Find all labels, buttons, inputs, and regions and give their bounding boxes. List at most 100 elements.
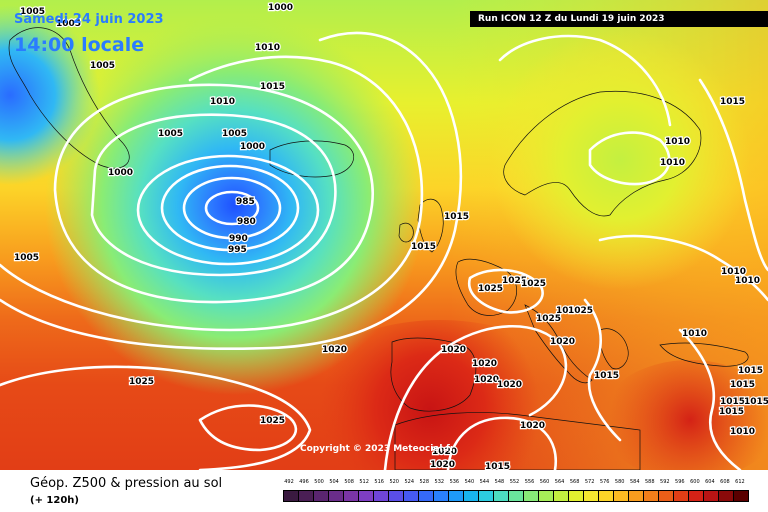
isobar-label: 1015 bbox=[719, 407, 744, 417]
color-scale-label: 572 bbox=[584, 479, 595, 485]
color-scale-label: 608 bbox=[720, 479, 730, 485]
ireland-coast bbox=[398, 222, 414, 243]
color-scale-label: 540 bbox=[464, 479, 475, 485]
color-scale-swatch bbox=[389, 491, 404, 501]
isobar-980 bbox=[204, 190, 260, 226]
color-scale-swatch bbox=[614, 491, 629, 501]
color-scale-swatch bbox=[359, 491, 374, 501]
color-scale-swatch bbox=[674, 491, 689, 501]
isobar-1015-north bbox=[498, 34, 672, 127]
isobar-label: 990 bbox=[229, 234, 248, 244]
isobar-1020-iberia bbox=[383, 324, 568, 470]
color-scale-swatch bbox=[284, 491, 299, 501]
isobar-label: 1005 bbox=[20, 7, 45, 17]
color-scale-swatch bbox=[539, 491, 554, 501]
isobar-label: 1015 bbox=[260, 82, 285, 92]
coastlines bbox=[8, 27, 749, 470]
color-scale-label: 524 bbox=[404, 479, 415, 485]
isobar-label: 1010 bbox=[210, 97, 235, 107]
isobar-1000 bbox=[90, 113, 337, 277]
isobar-1010 bbox=[0, 55, 424, 332]
isobar-label: 1020 bbox=[472, 359, 497, 369]
isobar-label: 985 bbox=[236, 197, 255, 207]
isobar-label: 1005 bbox=[158, 129, 183, 139]
isobar-1005 bbox=[53, 83, 375, 304]
z500-low-northwest bbox=[0, 5, 130, 185]
isobar-label: 1020 bbox=[550, 337, 575, 347]
color-scale-swatch bbox=[569, 491, 584, 501]
color-scale-swatch bbox=[344, 491, 359, 501]
color-scale-label: 596 bbox=[675, 479, 685, 485]
isobar-label: 1020 bbox=[430, 460, 455, 470]
isobar-label: 1005 bbox=[14, 253, 39, 263]
isobar-label: 1025 bbox=[478, 284, 503, 294]
color-scale-swatch bbox=[554, 491, 569, 501]
italy-coast bbox=[524, 304, 593, 384]
legend-footer: Géop. Z500 & pression au sol (+ 120h) 49… bbox=[0, 470, 768, 512]
color-scale-swatch bbox=[644, 491, 659, 501]
color-scale-swatch bbox=[374, 491, 389, 501]
greenland-coast bbox=[8, 27, 130, 169]
color-scale-labels: 492 496 500 504 508 512 516 520 524 528 532 536 540 5… bbox=[283, 479, 749, 489]
isobar-label: 1020 bbox=[474, 375, 499, 385]
color-scale-swatch bbox=[494, 491, 509, 501]
isobar-1025-france bbox=[467, 268, 544, 314]
iceland-coast bbox=[269, 140, 355, 178]
isobar-label: 1015 bbox=[738, 366, 763, 376]
isobar-label: 1015 bbox=[485, 462, 510, 470]
color-scale-label: 576 bbox=[599, 479, 610, 485]
isobar-990 bbox=[160, 164, 300, 252]
color-scale-label: 536 bbox=[449, 479, 460, 485]
color-scale-label: 592 bbox=[660, 479, 670, 485]
color-scale-label: 504 bbox=[329, 479, 339, 485]
isobar-label: 1025 bbox=[129, 377, 154, 387]
isobar-995 bbox=[136, 154, 320, 266]
isobar-1025-south bbox=[198, 404, 298, 452]
copyright-notice: Copyright © 2023 Meteociel.fr bbox=[300, 444, 455, 454]
z500-high-east-med bbox=[600, 360, 768, 470]
great-britain-coast bbox=[417, 198, 444, 253]
color-scale-label: 544 bbox=[479, 479, 490, 485]
color-scale-swatch bbox=[659, 491, 674, 501]
isobar-label: 1015 bbox=[444, 212, 469, 222]
model-run-banner: Run ICON 12 Z du Lundi 19 juin 2023 bbox=[470, 11, 768, 27]
color-scale-label: 492 bbox=[284, 479, 294, 485]
map-canvas: 1005 1005 1000 1010 1005 1015 1010 1005 1005 1000… bbox=[0, 0, 768, 470]
lead-time: (+ 120h) bbox=[30, 495, 79, 506]
z500-high-iberia bbox=[290, 320, 590, 470]
isobar-label: 1025 bbox=[568, 306, 593, 316]
isobar-label: 1005 bbox=[222, 129, 247, 139]
forecast-local-time: 14:00 locale bbox=[14, 34, 145, 56]
color-scale-label: 532 bbox=[434, 479, 445, 485]
iberia-coast bbox=[390, 337, 477, 412]
color-scale-label: 604 bbox=[705, 479, 715, 485]
isobar-label: 1025 bbox=[502, 276, 527, 286]
isobar-label: 1025 bbox=[260, 416, 285, 426]
isobar-label: 1010 bbox=[721, 267, 746, 277]
color-scale-swatch bbox=[299, 491, 314, 501]
color-scale-label: 548 bbox=[494, 479, 505, 485]
product-title: Géop. Z500 & pression au sol bbox=[30, 476, 223, 491]
isobar-label: 1010 bbox=[660, 158, 685, 168]
isobar-label: 1015 bbox=[720, 397, 745, 407]
color-scale-label: 528 bbox=[419, 479, 430, 485]
color-scale-bar bbox=[283, 490, 749, 502]
isobar-label: 1010 bbox=[665, 137, 690, 147]
isobar-label: 1000 bbox=[240, 142, 265, 152]
isobar-label: 1010 bbox=[735, 276, 760, 286]
isobar-label: 1025 bbox=[536, 314, 561, 324]
isobar-label: 1010 bbox=[255, 43, 280, 53]
color-scale-swatch bbox=[329, 491, 344, 501]
color-scale-label: 560 bbox=[539, 479, 550, 485]
isobar-label: 1015 bbox=[594, 371, 619, 381]
color-scale-swatch bbox=[599, 491, 614, 501]
color-scale-swatch bbox=[449, 491, 464, 501]
color-scale-label: 500 bbox=[314, 479, 324, 485]
isobar-label: 1020 bbox=[497, 380, 522, 390]
isobar-985 bbox=[182, 176, 282, 240]
isobar-label: 995 bbox=[228, 245, 247, 255]
isobar-1015-italy bbox=[583, 298, 622, 442]
balkans-coast bbox=[599, 328, 629, 370]
color-scale-swatch bbox=[434, 491, 449, 501]
